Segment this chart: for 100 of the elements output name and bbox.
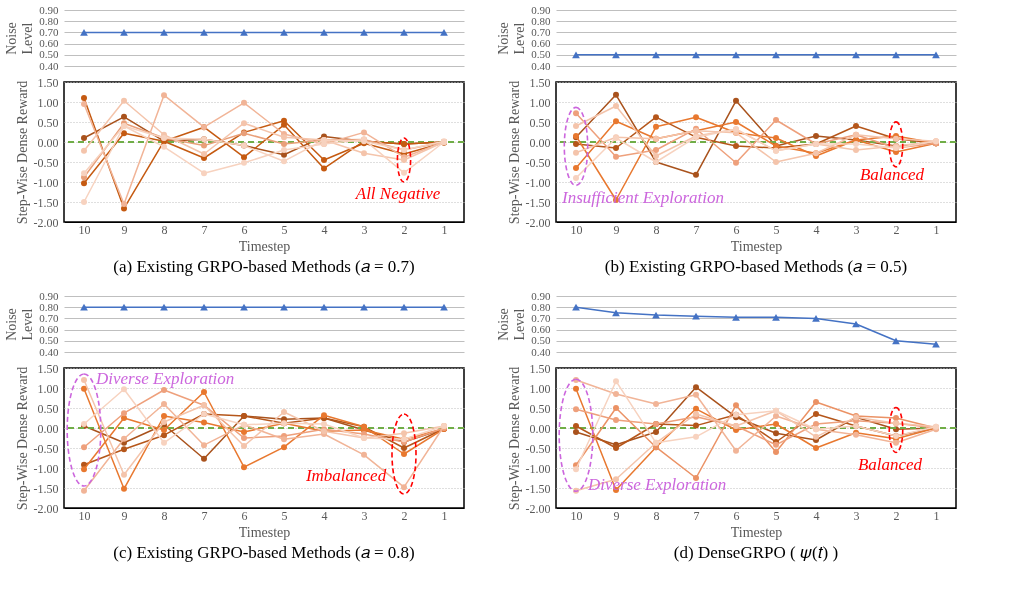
x-tick-label: 1 [933, 222, 940, 237]
y-axis-title: Noise Level [496, 22, 528, 55]
y-tick-label: 0.50 [531, 334, 551, 347]
y-tick-label: 0.80 [531, 14, 551, 27]
x-axis-title: Timestep [730, 238, 783, 254]
y-axis-title: Step-Wise Dense Reward [14, 366, 30, 511]
text: (d) DenseGRPO ( 𝜓(𝑡) ) [673, 543, 839, 562]
y-tick-label: -1.00 [525, 175, 551, 190]
y-tick-label: 0.60 [531, 323, 551, 336]
x-tick-label: 9 [613, 508, 620, 523]
y-tick-label: 0.00 [37, 421, 59, 436]
y-tick-label: 1.50 [37, 75, 59, 90]
y-tick-label: 0.00 [529, 135, 551, 150]
x-tick-label: 1 [441, 508, 448, 523]
y-tick-label: -0.50 [33, 155, 59, 170]
x-axis-title: Timestep [238, 524, 291, 540]
y-tick-label: -0.50 [525, 155, 551, 170]
x-tick-label: 9 [613, 222, 620, 237]
y-tick-label: 0.50 [37, 401, 59, 416]
y-tick-label: 0.40 [39, 345, 59, 358]
x-axis-title: Timestep [238, 238, 291, 254]
x-tick-label: 2 [893, 222, 900, 237]
x-tick-label: 3 [361, 222, 368, 237]
x-tick-label: 6 [241, 508, 248, 523]
y-tick-label: -2.00 [33, 501, 59, 516]
x-tick-label: 9 [121, 222, 128, 237]
text: (c) Existing GRPO-based Methods (𝑎 = 0.8) [113, 543, 415, 562]
x-tick-label: 5 [281, 508, 288, 523]
x-tick-label: 4 [321, 508, 328, 523]
x-tick-label: 10 [570, 222, 583, 237]
x-tick-label: 1 [933, 508, 940, 523]
x-tick-label: 2 [401, 222, 408, 237]
annotation: Imbalanced [304, 466, 387, 485]
y-tick-label: -0.50 [525, 441, 551, 456]
x-tick-label: 8 [161, 222, 168, 237]
y-tick-label: -1.50 [525, 195, 551, 210]
y-tick-label: 0.00 [529, 421, 551, 436]
y-tick-label: -2.00 [525, 501, 551, 516]
x-tick-label: 3 [853, 508, 860, 523]
x-tick-label: 10 [78, 508, 91, 523]
y-tick-label: 0.50 [39, 334, 59, 347]
y-axis-title: Step-Wise Dense Reward [506, 366, 522, 511]
y-tick-label: 0.50 [529, 401, 551, 416]
y-tick-label: 0.90 [39, 289, 59, 302]
y-tick-label: 0.70 [39, 311, 59, 324]
y-axis-title: Step-Wise Dense Reward [14, 80, 30, 225]
annotation: All Negative [354, 184, 441, 203]
y-tick-label: 0.50 [531, 48, 551, 61]
y-axis-title: Noise Level [496, 308, 528, 341]
x-tick-label: 4 [321, 222, 328, 237]
y-tick-label: -1.50 [33, 195, 59, 210]
y-tick-label: -0.50 [33, 441, 59, 456]
y-tick-label: 0.50 [39, 48, 59, 61]
y-tick-label: 0.60 [39, 37, 59, 50]
y-tick-label: 0.80 [39, 300, 59, 313]
x-tick-label: 7 [693, 222, 700, 237]
text: (a) Existing GRPO-based Methods (𝑎 = 0.7) [113, 257, 415, 276]
y-tick-label: 0.70 [531, 25, 551, 38]
x-tick-label: 5 [773, 222, 780, 237]
x-tick-label: 8 [161, 508, 168, 523]
y-axis-title: Step-Wise Dense Reward [506, 80, 522, 225]
x-tick-label: 3 [853, 222, 860, 237]
annotation: Balanced [857, 455, 923, 474]
y-tick-label: 0.40 [531, 345, 551, 358]
y-tick-label: 0.70 [531, 311, 551, 324]
x-tick-label: 4 [813, 222, 820, 237]
y-tick-label: 1.50 [529, 361, 551, 376]
x-tick-label: 6 [733, 222, 740, 237]
y-axis-title: Noise Level [4, 308, 36, 341]
x-tick-label: 2 [893, 508, 900, 523]
y-tick-label: 0.50 [37, 115, 59, 130]
x-tick-label: 5 [773, 508, 780, 523]
y-tick-label: 0.60 [39, 323, 59, 336]
x-tick-label: 10 [570, 508, 583, 523]
x-tick-label: 2 [401, 508, 408, 523]
x-tick-label: 7 [201, 222, 208, 237]
x-tick-label: 6 [241, 222, 248, 237]
x-tick-label: 1 [441, 222, 448, 237]
x-tick-label: 8 [653, 222, 660, 237]
text: (b) Existing GRPO-based Methods (𝑎 = 0.5) [604, 257, 908, 276]
y-tick-label: 0.90 [531, 3, 551, 16]
x-tick-label: 5 [281, 222, 288, 237]
y-tick-label: -1.00 [525, 461, 551, 476]
y-tick-label: 0.50 [529, 115, 551, 130]
y-tick-label: -2.00 [33, 215, 59, 230]
x-tick-label: 7 [201, 508, 208, 523]
y-tick-label: 1.50 [37, 361, 59, 376]
y-tick-label: 0.80 [531, 300, 551, 313]
x-tick-label: 6 [733, 508, 740, 523]
x-tick-label: 7 [693, 508, 700, 523]
y-tick-label: 0.00 [37, 135, 59, 150]
y-tick-label: 0.90 [531, 289, 551, 302]
annotation: Diverse Exploration [95, 369, 235, 388]
y-tick-label: 1.00 [529, 95, 551, 110]
x-tick-label: 4 [813, 508, 820, 523]
y-tick-label: 0.80 [39, 14, 59, 27]
y-tick-label: 0.70 [39, 25, 59, 38]
y-tick-label: 1.00 [37, 95, 59, 110]
y-tick-label: 0.40 [531, 59, 551, 72]
y-tick-label: 1.00 [529, 381, 551, 396]
